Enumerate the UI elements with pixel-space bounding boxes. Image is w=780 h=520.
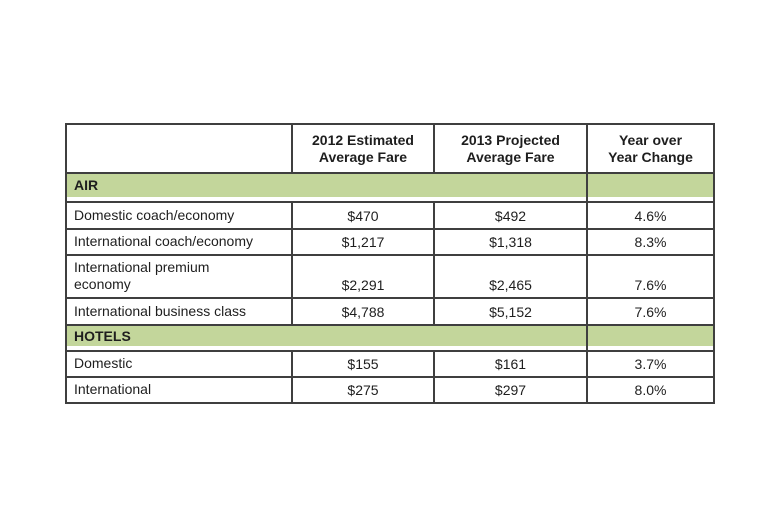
table-row-domestic-coach-economy: Domestic coach/economy $470 $492 4.6% bbox=[65, 201, 715, 230]
row-label: International business class bbox=[65, 297, 293, 326]
fare-2012-cell: $470 bbox=[291, 201, 435, 230]
row-label: International bbox=[65, 376, 293, 404]
col-header-year-over-year-change: Year over Year Change bbox=[586, 123, 715, 174]
table-row-hotels-international: International $275 $297 8.0% bbox=[65, 376, 715, 404]
corner-empty-cell bbox=[65, 123, 293, 174]
col-header-2012-estimated-average-fare: 2012 Estimated Average Fare bbox=[291, 123, 435, 174]
table-row-international-premium-economy: International premium economy $2,291 $2,… bbox=[65, 254, 715, 299]
table-row-international-coach-economy: International coach/economy $1,217 $1,31… bbox=[65, 228, 715, 256]
yoy-change-cell: 4.6% bbox=[586, 201, 715, 230]
yoy-change-cell: 8.0% bbox=[586, 376, 715, 404]
travel-fare-table: 2012 Estimated Average Fare 2013 Project… bbox=[65, 123, 715, 404]
fare-2012-cell: $4,788 bbox=[291, 297, 435, 326]
fare-2013-cell: $297 bbox=[433, 376, 588, 404]
fare-2013-cell: $2,465 bbox=[433, 254, 588, 299]
yoy-change-cell: 8.3% bbox=[586, 228, 715, 256]
fare-2012-cell: $275 bbox=[291, 376, 435, 404]
travel-fare-table-container: 2012 Estimated Average Fare 2013 Project… bbox=[65, 123, 715, 404]
table-row-hotels-domestic: Domestic $155 $161 3.7% bbox=[65, 350, 715, 378]
fare-2013-cell: $1,318 bbox=[433, 228, 588, 256]
row-label: International premium economy bbox=[65, 254, 293, 299]
section-air-yoy-empty-cell bbox=[586, 172, 715, 203]
section-label-hotels: HOTELS bbox=[65, 324, 588, 352]
fare-2013-cell: $492 bbox=[433, 201, 588, 230]
col-header-2013-projected-average-fare: 2013 Projected Average Fare bbox=[433, 123, 588, 174]
row-label: International coach/economy bbox=[65, 228, 293, 256]
fare-2012-cell: $2,291 bbox=[291, 254, 435, 299]
section-row-hotels: HOTELS bbox=[65, 324, 715, 352]
header-row: 2012 Estimated Average Fare 2013 Project… bbox=[65, 123, 715, 174]
fare-2012-cell: $155 bbox=[291, 350, 435, 378]
yoy-change-cell: 7.6% bbox=[586, 254, 715, 299]
section-row-air: AIR bbox=[65, 172, 715, 203]
table-row-international-business-class: International business class $4,788 $5,1… bbox=[65, 297, 715, 326]
row-label: Domestic bbox=[65, 350, 293, 378]
yoy-change-cell: 7.6% bbox=[586, 297, 715, 326]
fare-2013-cell: $161 bbox=[433, 350, 588, 378]
section-hotels-yoy-empty-cell bbox=[586, 324, 715, 352]
fare-2012-cell: $1,217 bbox=[291, 228, 435, 256]
section-label-air: AIR bbox=[65, 172, 588, 203]
yoy-change-cell: 3.7% bbox=[586, 350, 715, 378]
fare-2013-cell: $5,152 bbox=[433, 297, 588, 326]
row-label: Domestic coach/economy bbox=[65, 201, 293, 230]
